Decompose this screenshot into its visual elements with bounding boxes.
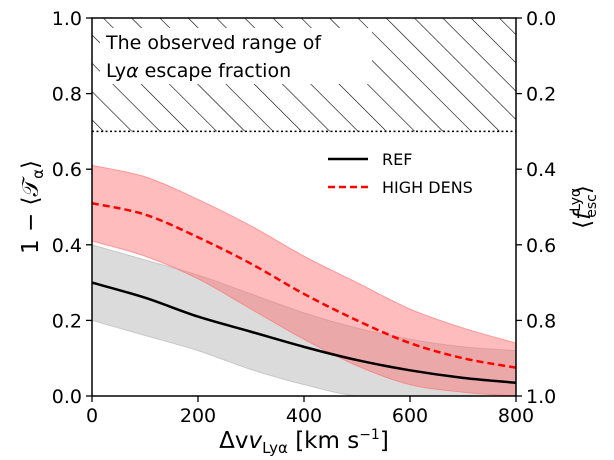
hatch-annotation-line2: Lyα escape fraction — [106, 60, 291, 82]
y2-tick-label: 0.4 — [526, 159, 556, 181]
y2-tick-label: 1.0 — [526, 386, 556, 408]
y-tick-label: 0.2 — [52, 310, 82, 332]
x-axis-title: ΔvvLyα [km s−1] — [219, 427, 389, 457]
x-tick-label: 400 — [286, 405, 322, 427]
line-ref — [92, 281, 516, 385]
hatch-annotation-background — [100, 28, 372, 84]
y-tick-label: 1.0 — [52, 8, 82, 30]
band-high-dens — [92, 164, 516, 396]
y-tick-label: 0.0 — [52, 386, 82, 408]
band-ref — [92, 244, 516, 396]
y2-axis-title: ⟨fLyαesc⟩ — [568, 185, 600, 229]
y2-tick-label: 0.0 — [526, 8, 556, 30]
legend: REF HIGH DENS — [328, 150, 473, 197]
line-high-dens — [92, 201, 516, 369]
y2-tick-label: 0.6 — [526, 235, 556, 257]
x-tick-label: 0 — [86, 405, 98, 427]
x-tick-label: 800 — [498, 405, 534, 427]
y-tick-label: 0.4 — [52, 235, 82, 257]
y-tick-label: 0.6 — [52, 159, 82, 181]
hatch-annotation-line1: The observed range of — [105, 32, 322, 54]
legend-label-ref: REF — [382, 150, 412, 169]
y2-tick-label: 0.8 — [526, 310, 556, 332]
y-tick-label: 0.8 — [52, 84, 82, 106]
x-tick-label: 600 — [392, 405, 428, 427]
legend-label-high-dens: HIGH DENS — [382, 178, 473, 197]
y-axis-title: 1 − ⟨𝒯α⟩ — [18, 160, 47, 254]
x-tick-label: 200 — [180, 405, 216, 427]
y2-tick-label: 0.2 — [526, 84, 556, 106]
